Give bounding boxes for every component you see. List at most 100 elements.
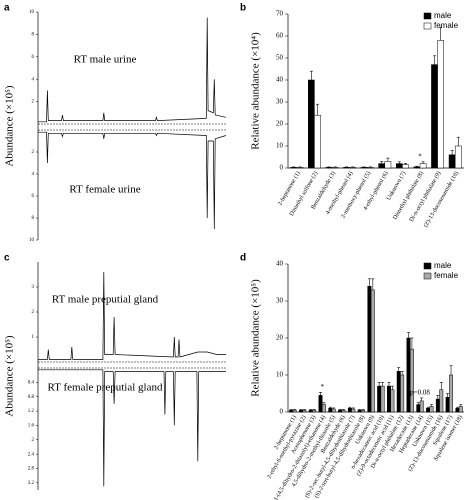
trace-label: RT male preputial gland <box>52 294 159 306</box>
bar <box>341 409 346 413</box>
bar <box>395 163 403 169</box>
y-tick-label: 60 <box>276 32 284 40</box>
x-tick-label: Dimethyl phthalate (8) <box>392 170 425 221</box>
bar <box>384 161 392 169</box>
bar <box>298 409 303 413</box>
annotation: * <box>418 152 422 160</box>
bar <box>448 154 456 169</box>
bar <box>380 385 385 413</box>
bar <box>409 348 414 413</box>
chromatogram <box>38 131 227 230</box>
legend-label: male <box>434 11 452 20</box>
bar <box>370 289 375 413</box>
bar <box>439 389 444 413</box>
bar <box>331 167 339 169</box>
bar <box>360 167 368 169</box>
y-tick-label: 0 <box>280 164 284 172</box>
y-tick-label: 2.8 <box>28 467 35 472</box>
y-tick-label: 0 <box>280 408 284 416</box>
bar <box>312 409 317 413</box>
y-tick-label: 10 <box>276 142 284 150</box>
legend-swatch <box>423 262 432 270</box>
bar <box>361 409 366 413</box>
trace-label: RT female preputial gland <box>48 382 163 394</box>
y-tick-label: 40 <box>276 76 284 84</box>
y-axis-label: Abundance (×10⁵) <box>4 85 16 167</box>
y-tick-label: 3.2 <box>28 481 35 486</box>
bar <box>347 408 352 413</box>
bar <box>308 409 313 413</box>
legend-label: female <box>434 21 459 30</box>
bar <box>454 145 462 169</box>
bar <box>338 409 343 413</box>
bar <box>386 385 391 413</box>
bar <box>400 374 405 413</box>
panel-label: b <box>240 3 246 14</box>
x-tick-label: (Z)-13-docosenamide (10) <box>422 170 460 228</box>
bar <box>289 409 294 413</box>
bar <box>413 166 421 169</box>
legend-swatch <box>423 22 432 30</box>
chromatogram <box>38 369 226 487</box>
trace-label: RT male urine <box>74 54 137 66</box>
bar <box>426 408 431 413</box>
y-tick-label: 10 <box>29 10 35 15</box>
y-axis-label: Relative abundance (×10⁵) <box>250 279 262 397</box>
bar <box>331 408 336 413</box>
bar <box>419 400 424 413</box>
y-tick-label: 3 <box>32 285 35 290</box>
y-tick-label: 20 <box>276 120 284 128</box>
panel-label: c <box>4 253 10 264</box>
bar <box>349 167 357 169</box>
bar <box>449 374 454 413</box>
y-tick-label: 8 <box>32 216 35 221</box>
y-tick-label: 10 <box>276 371 284 379</box>
bar <box>429 406 434 413</box>
legend-swatch <box>423 272 432 280</box>
y-tick-label: 50 <box>276 54 284 62</box>
bar <box>419 163 427 169</box>
bar <box>435 398 440 413</box>
bar <box>445 396 450 413</box>
legend-label: male <box>434 261 452 270</box>
bar <box>328 408 333 413</box>
bar <box>366 167 374 169</box>
y-axis-label: Relative abundance (×10⁴) <box>250 32 262 150</box>
bar <box>431 64 438 169</box>
y-tick-label: 4 <box>32 172 35 177</box>
y-tick-label: 2 <box>32 310 35 315</box>
annotation: * <box>320 383 324 391</box>
trace-label: RT female urine <box>69 184 140 196</box>
bar <box>367 285 372 413</box>
annotation: p=0.08 <box>410 389 430 397</box>
y-tick-label: 70 <box>276 10 284 18</box>
y-tick-label: 2.4 <box>28 452 35 457</box>
bar <box>416 404 421 413</box>
y-tick-label: 30 <box>276 297 284 305</box>
bar <box>458 406 463 413</box>
bar <box>378 163 386 169</box>
y-tick-label: 0.4 <box>28 380 35 385</box>
chromatogram <box>38 17 227 123</box>
bar <box>307 79 315 169</box>
y-tick-label: 0.8 <box>28 395 35 400</box>
y-tick-label: 40 <box>276 260 284 268</box>
bar <box>357 409 362 413</box>
bar <box>296 167 304 169</box>
bar <box>455 408 460 413</box>
bar <box>302 409 307 413</box>
bar <box>290 167 298 169</box>
y-tick-label: 2 <box>32 100 35 105</box>
y-tick-label: 10 <box>29 238 35 243</box>
bar <box>437 40 445 169</box>
bar <box>343 167 350 169</box>
legend-swatch <box>423 12 432 20</box>
panel-label: d <box>240 253 246 264</box>
y-tick-label: 1 <box>32 335 35 340</box>
y-tick-label: 6 <box>32 55 35 60</box>
bar <box>325 167 333 169</box>
y-tick-label: 1.2 <box>28 409 35 414</box>
y-tick-label: 2 <box>32 438 35 443</box>
x-tick-label: Di-n-octyl phthalate (9) <box>408 170 443 223</box>
